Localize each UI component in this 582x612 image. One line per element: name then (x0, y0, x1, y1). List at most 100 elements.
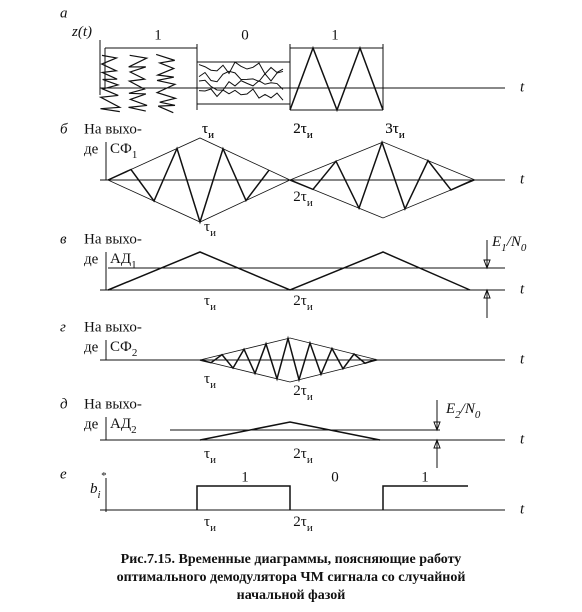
label-part: * (101, 470, 107, 482)
label: t (520, 431, 525, 447)
label: E1/N0 (491, 234, 527, 253)
label-part: 2 (132, 347, 138, 359)
label: 1 (331, 27, 339, 43)
waveform (199, 335, 377, 383)
label-part: 3τ (385, 121, 399, 137)
label: 1 (421, 469, 429, 485)
label: τи (204, 293, 216, 312)
label-part: и (210, 454, 216, 466)
envelope (199, 337, 379, 383)
label: t (520, 171, 525, 187)
label-part: τ (202, 121, 208, 137)
label-part: и (307, 391, 313, 403)
waveform (382, 485, 468, 510)
label-part: 1 (131, 259, 137, 271)
waveform (196, 485, 291, 510)
label: τи (204, 371, 216, 390)
label: 2τи (293, 121, 313, 140)
label-part: 2τ (293, 514, 307, 530)
label: д (60, 396, 68, 412)
waveform (127, 54, 149, 112)
label: На выхо- (84, 396, 142, 412)
label-part: 2τ (293, 121, 307, 137)
label-part: АД (110, 416, 131, 432)
label: τи (204, 514, 216, 533)
label: 2τи (293, 514, 313, 533)
label: t (520, 501, 525, 517)
label: E2/N0 (445, 401, 481, 420)
waveform (107, 146, 270, 225)
label: АД2 (110, 416, 137, 435)
waveform (198, 70, 284, 83)
label: t (520, 281, 525, 297)
label-part: СФ (110, 339, 132, 355)
label-part: τ (204, 446, 210, 462)
label: 2τи (293, 121, 313, 140)
label-part: и (307, 301, 313, 313)
label: z(t) (71, 24, 92, 40)
label-part: и (210, 301, 216, 313)
label: СФ2 (110, 339, 137, 358)
label: а (60, 5, 68, 21)
label-part: /N (506, 234, 522, 250)
label-part: τ (204, 219, 210, 235)
label: в (60, 231, 67, 247)
label-part: и (307, 129, 313, 141)
label: СФ1 (110, 141, 137, 160)
label: t (520, 79, 525, 95)
arrow-head (483, 259, 491, 270)
label-part: 1 (501, 242, 507, 254)
label-part: и (307, 522, 313, 534)
arrow-head (433, 438, 441, 449)
label-part: 2 (131, 424, 137, 436)
envelope (288, 141, 477, 219)
label-part: 2τ (293, 293, 307, 309)
caption-line: оптимального демодулятора ЧМ сигнала со … (117, 570, 466, 585)
label: На выхо- (84, 319, 142, 335)
label-part: E (445, 401, 455, 417)
label: 2τи (293, 293, 313, 312)
label: bi* (90, 470, 107, 501)
label-part: τ (204, 371, 210, 387)
caption-line: начальной фазой (237, 588, 346, 603)
label-part: i (98, 489, 101, 501)
label: τи (202, 121, 214, 140)
waveform (289, 140, 475, 211)
label: 1 (154, 27, 162, 43)
label-part: и (210, 522, 216, 534)
label-part: 0 (521, 242, 527, 254)
waveform (198, 61, 284, 75)
label: де (84, 251, 99, 267)
label-part: 2τ (293, 383, 307, 399)
label-part: и (210, 227, 216, 239)
label: 1 (241, 469, 249, 485)
label: 0 (331, 469, 339, 485)
label-part: E (491, 234, 501, 250)
waveform (98, 54, 122, 113)
label-part: 0 (475, 409, 481, 421)
label-part: z(t) (71, 24, 92, 40)
waveform (199, 421, 381, 441)
label: де (84, 416, 99, 432)
label-part: τ (204, 293, 210, 309)
label: 2τи (293, 189, 313, 208)
label-part: АД (110, 251, 131, 267)
label: τи (202, 121, 214, 140)
label-part: τ (202, 121, 208, 137)
label: На выхо- (84, 231, 142, 247)
label: 3τи (385, 121, 405, 140)
label: t (520, 351, 525, 367)
caption-line: Рис.7.15. Временные диаграммы, поясняющи… (121, 552, 462, 567)
label-part: 2τ (293, 446, 307, 462)
label: АД1 (110, 251, 137, 270)
label-part: /N (460, 401, 476, 417)
waveform (198, 79, 284, 91)
label-part: 2τ (293, 121, 307, 137)
waveform (289, 45, 384, 113)
waveform (155, 53, 178, 114)
label-part: и (210, 379, 216, 391)
label: б (60, 121, 68, 137)
label: 2τи (293, 383, 313, 402)
label-part: τ (204, 514, 210, 530)
